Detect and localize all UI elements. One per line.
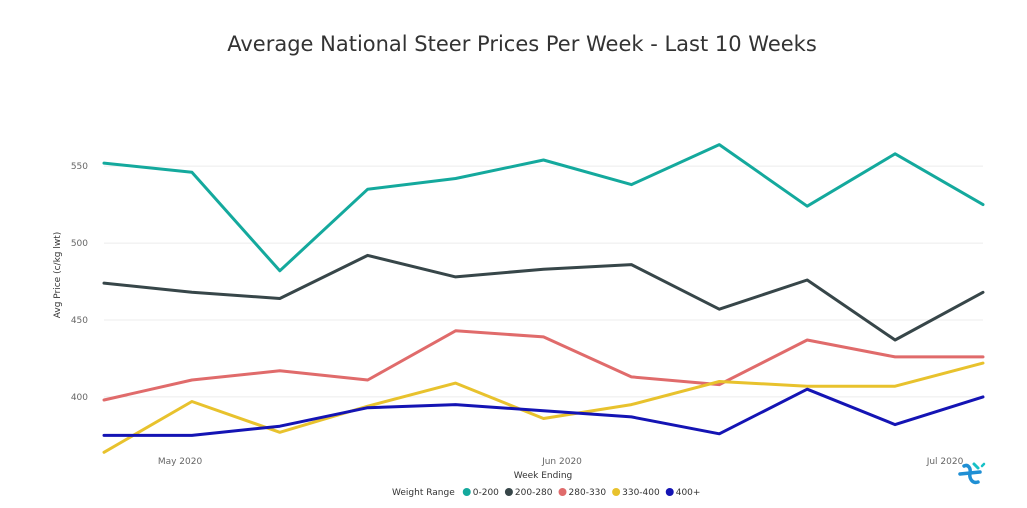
y-tick-label: 500 [71,239,88,249]
legend-label: 280-330 [569,488,607,498]
legend-marker-icon [462,488,471,496]
legend-marker-icon [558,488,567,496]
x-axis-label: Week Ending [514,471,573,481]
y-tick-label: 450 [71,316,88,326]
y-tick-label: 400 [71,393,88,403]
legend-label: 0-200 [473,488,499,498]
y-tick-label: 550 [71,162,88,172]
y-axis-ticks: 400 450 500 550 [71,162,88,403]
legend-title: Weight Range [392,488,455,498]
series-line-400+[interactable] [102,387,985,437]
y-axis-label: Avg Price (c/kg lwt) [53,232,63,319]
x-tick-label: Jun 2020 [541,457,582,467]
legend-label: 400+ [676,488,701,498]
legend-marker-icon [665,488,674,496]
series-line-0-200[interactable] [102,143,985,273]
legend-item-200-280[interactable]: 200-280 [504,488,553,498]
series-line-330-400[interactable] [102,361,985,454]
legend-label: 200-280 [515,488,553,498]
legend-item-400+[interactable]: 400+ [665,488,701,498]
gridlines [104,165,983,398]
logo-icon [958,462,986,485]
legend-label: 330-400 [622,488,660,498]
legend-item-0-200[interactable]: 0-200 [462,488,499,498]
legend-marker-icon [504,488,513,496]
series-line-280-330[interactable] [102,329,985,402]
x-tick-label: Jul 2020 [926,457,964,467]
legend[interactable]: Weight Range 0-200 200-280 280-330 330-400 4… [392,488,700,498]
legend-item-330-400[interactable]: 330-400 [612,488,660,498]
series-line-200-280[interactable] [102,253,985,342]
chart-title: Average National Steer Prices Per Week -… [227,32,817,56]
series-lines [102,143,985,454]
x-tick-label: May 2020 [158,457,203,467]
legend-item-280-330[interactable]: 280-330 [558,488,607,498]
legend-marker-icon [612,488,621,496]
x-axis-ticks: May 2020 Jun 2020 Jul 2020 [158,457,964,467]
